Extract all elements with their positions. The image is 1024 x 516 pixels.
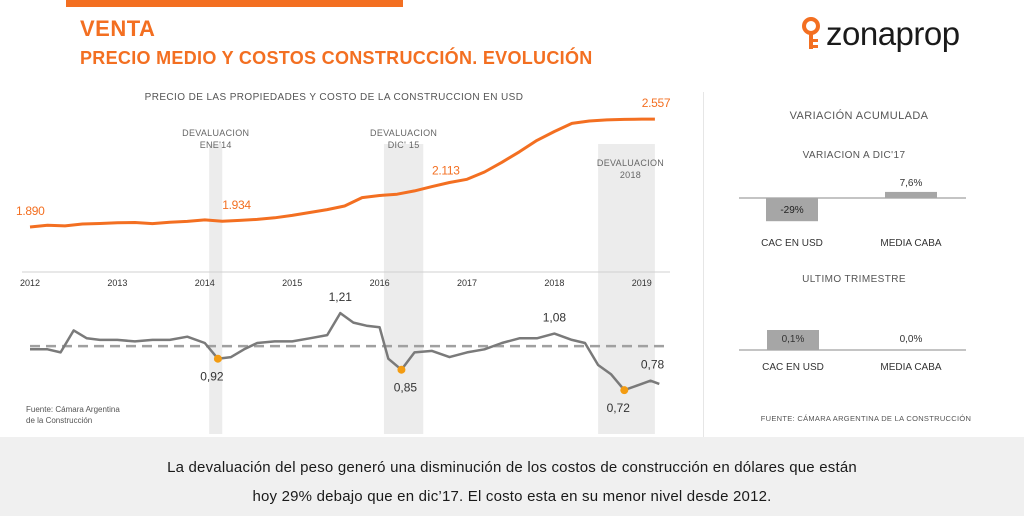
left-source-1: de la Construcción [26, 416, 92, 425]
x-tick-label-2012: 2012 [20, 278, 40, 288]
variation-bar-charts: VARIACIÓN ACUMULADA VARIACION A DIC'17 -29… [739, 109, 971, 423]
variation-value-1-1: 0,0% [900, 334, 923, 345]
right-source: FUENTE: CÁMARA ARGENTINA DE LA CONSTRUCC… [761, 414, 971, 423]
zonaprop-key-icon [802, 17, 820, 49]
section-title-0: VARIACION A DIC'17 [803, 150, 906, 161]
main-chart-area: DEVALUACION ENE'14 DEVALUACION DIC' 15 DEVAL… [0, 84, 700, 442]
variation-cat-0-1: MEDIA CABA [880, 238, 941, 249]
panel-divider [703, 92, 704, 437]
caption-line-1: La devaluación del peso generó una dismi… [167, 459, 857, 476]
caption-band [0, 437, 1024, 516]
x-tick-label-2015: 2015 [282, 278, 302, 288]
band-label-2-0: DEVALUACION [597, 158, 664, 168]
cost-low-point-2 [620, 386, 629, 395]
section-title-1: ULTIMO TRIMESTRE [802, 274, 906, 285]
caption-line-2: hoy 29% debajo que en dic’17. El costo e… [252, 488, 772, 505]
x-tick-label-2019: 2019 [632, 278, 652, 288]
variation-bar-1-0 [767, 330, 819, 350]
logo-wordmark: zonaprop [826, 15, 960, 52]
price-data-label-3: 2.557 [642, 96, 671, 110]
left-source-0: Fuente: Cámara Argentina [26, 405, 120, 414]
x-tick-label-2018: 2018 [544, 278, 564, 288]
price-series-line [29, 117, 655, 229]
price-data-label-1: 1.934 [222, 198, 251, 212]
cost-low-label-0: 0,92 [200, 370, 224, 384]
variation-bar-0-0 [766, 198, 818, 222]
band-label-2-1: 2018 [620, 170, 641, 180]
cost-low-point-0 [213, 354, 222, 363]
variation-cat-1-0: CAC EN USD [762, 362, 824, 373]
variation-value-0-0: -29% [780, 205, 803, 216]
variation-heading: VARIACIÓN ACUMULADA [790, 109, 929, 122]
top-accent-bar [66, 0, 403, 7]
chart-title: PRECIO DE LAS PROPIEDADES Y COSTO DE LA … [145, 92, 524, 103]
band-label-1-1: DIC' 15 [388, 140, 420, 150]
variation-cat-1-1: MEDIA CABA [880, 362, 941, 373]
devaluation-band-2 [598, 144, 655, 434]
devaluation-band-0 [209, 144, 223, 434]
band-label-0-1: ENE'14 [200, 140, 232, 150]
x-tick-label-2013: 2013 [107, 278, 127, 288]
cost-data-label-2: 0,78 [641, 358, 665, 372]
band-label-1-0: DEVALUACION [370, 128, 437, 138]
variation-bar-0-1 [885, 191, 937, 198]
variation-panel: VARIACIÓN ACUMULADA VARIACION A DIC'17 -29… [704, 92, 1024, 437]
cost-data-label-0: 1,21 [329, 290, 353, 304]
price-data-label-0: 1.890 [16, 204, 45, 218]
band-label-0-0: DEVALUACION [182, 128, 249, 138]
x-tick-label-2014: 2014 [195, 278, 215, 288]
price-data-label-2: 2.113 [432, 164, 460, 178]
page-title: VENTA [80, 16, 156, 41]
variation-value-1-0: 0,1% [782, 334, 805, 345]
cost-series-line [30, 311, 660, 392]
cost-low-point-1 [397, 365, 406, 374]
page-subtitle: PRECIO MEDIO Y COSTOS CONSTRUCCIÓN. EVOL… [80, 48, 593, 68]
variation-value-0-1: 7,6% [900, 178, 923, 189]
cost-low-label-1: 0,85 [394, 381, 418, 395]
cost-low-label-2: 0,72 [607, 401, 631, 415]
zonaprop-logo: zonaprop [800, 14, 960, 54]
x-tick-label-2017: 2017 [457, 278, 477, 288]
variation-cat-0-0: CAC EN USD [761, 238, 823, 249]
cost-data-label-1: 1,08 [543, 311, 567, 325]
x-tick-label-2016: 2016 [370, 278, 390, 288]
price-cost-chart: DEVALUACION ENE'14 DEVALUACION DIC' 15 DEVAL… [16, 92, 671, 434]
